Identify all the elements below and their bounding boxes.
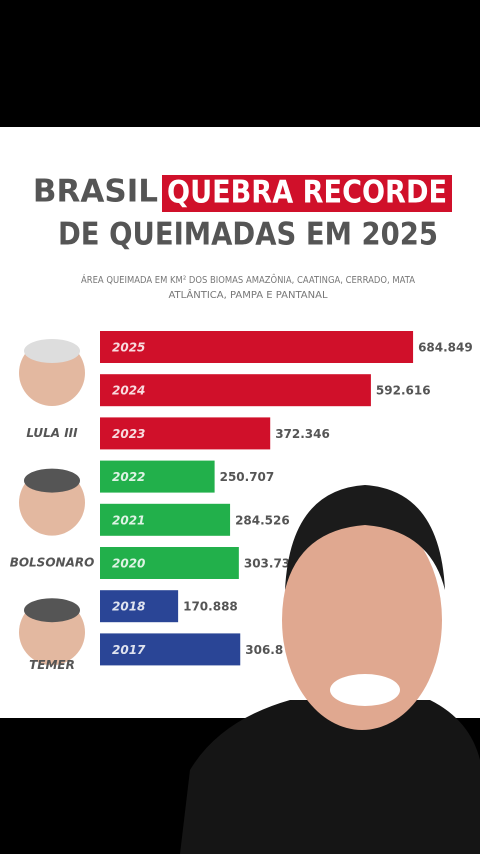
- presenter-mouth: [330, 674, 400, 706]
- title-highlight-bg: [162, 175, 452, 212]
- value-label: 303.73: [244, 557, 290, 571]
- bar: [100, 590, 179, 623]
- bar: [100, 374, 371, 407]
- bar-category: 2021: [112, 513, 145, 527]
- bar-category: 2020: [112, 557, 145, 571]
- bar: [100, 417, 271, 450]
- group-label: TEMER: [29, 658, 75, 672]
- bar-category: 2023: [112, 427, 145, 441]
- subtitle: ÁREA QUEIMADA EM KM² DOS BIOMAS AMAZÔNIA…: [81, 273, 415, 286]
- value-label: 592.616: [376, 384, 431, 398]
- title-highlight: QUEBRA RECORDE: [167, 175, 447, 211]
- title-prefix: BRASIL: [33, 174, 158, 210]
- bars: 2025 684.849 2024 592.616 2023 372.346 2022 250…: [10, 331, 473, 672]
- bar: [100, 331, 414, 363]
- value-label: 284.526: [235, 513, 290, 527]
- face-hair: [24, 468, 80, 493]
- value-label: 170.888: [183, 600, 238, 614]
- bar-category: 2018: [112, 600, 145, 614]
- bar-category: 2022: [112, 470, 145, 484]
- face-hair: [24, 598, 80, 623]
- group-label: BOLSONARO: [10, 556, 95, 570]
- face-hair: [24, 339, 80, 363]
- value-label: 306.8: [245, 643, 283, 657]
- bar: [100, 633, 241, 666]
- title-line2: DE QUEIMADAS EM 2025: [58, 217, 438, 253]
- presenter-body: [180, 700, 480, 854]
- presenter-hair: [285, 485, 445, 590]
- value-label: 684.849: [418, 341, 473, 355]
- presenter-head: [282, 510, 442, 730]
- bar: [100, 547, 239, 579]
- subtitle: ATLÂNTICA, PAMPA E PANTANAL: [168, 288, 328, 301]
- group-label: LULA III: [26, 426, 78, 440]
- presenter: [180, 485, 480, 854]
- bar-category: 2024: [112, 384, 145, 398]
- bar: [100, 503, 231, 536]
- bar-category: 2017: [112, 643, 146, 657]
- value-label: 250.707: [220, 470, 275, 484]
- bar: [100, 460, 215, 493]
- value-label: 372.346: [275, 427, 330, 441]
- bar-category: 2025: [112, 341, 145, 355]
